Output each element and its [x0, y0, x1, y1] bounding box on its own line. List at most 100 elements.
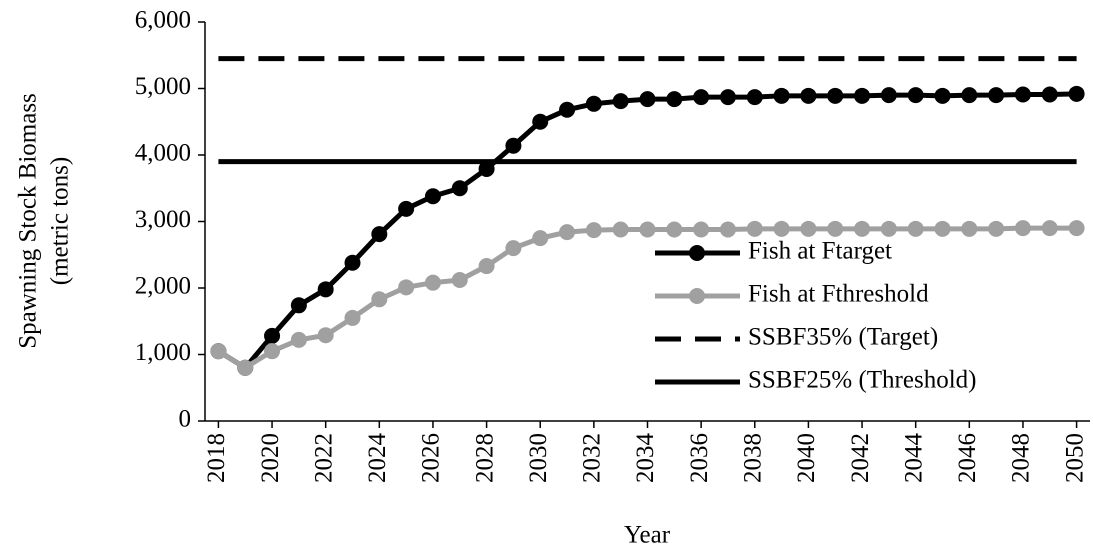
data-point: [612, 93, 629, 110]
data-point: [1041, 86, 1058, 103]
data-point: [532, 113, 549, 130]
data-point: [693, 89, 710, 106]
data-point: [800, 220, 817, 237]
data-point: [746, 89, 763, 106]
data-point: [693, 221, 710, 238]
data-point: [505, 137, 522, 154]
data-point: [773, 87, 790, 104]
x-tick-label: 2038: [740, 433, 767, 483]
data-point: [559, 224, 576, 241]
data-point: [398, 200, 415, 217]
data-point: [424, 274, 441, 291]
data-point: [800, 87, 817, 104]
x-tick-label: 2018: [203, 433, 230, 483]
x-tick-label: 2036: [686, 433, 713, 483]
y-tick-label: 2,000: [135, 273, 191, 300]
data-point: [559, 101, 576, 118]
data-point: [264, 327, 281, 344]
data-point: [451, 180, 468, 197]
legend-label: SSBF35% (Target): [748, 324, 938, 351]
data-point: [290, 297, 307, 314]
y-tick-label: 6,000: [135, 7, 191, 34]
data-point: [398, 279, 415, 296]
data-point: [371, 226, 388, 243]
data-point: [719, 221, 736, 238]
legend-marker: [689, 245, 705, 261]
x-tick-label: 2032: [579, 433, 606, 483]
data-point: [961, 220, 978, 237]
data-point: [773, 220, 790, 237]
data-point: [585, 222, 602, 239]
data-point: [371, 291, 388, 308]
y-tick-label: 5,000: [135, 73, 191, 100]
data-point: [612, 221, 629, 238]
data-point: [666, 221, 683, 238]
x-tick-label: 2024: [364, 433, 391, 484]
series-line: [217, 225, 1077, 371]
data-point: [880, 220, 897, 237]
x-tick-label: 2046: [954, 433, 981, 483]
y-axis-title: Spawning Stock Biomass: [15, 93, 42, 349]
data-point: [478, 258, 495, 275]
data-point: [746, 220, 763, 237]
data-point: [907, 220, 924, 237]
data-point: [880, 87, 897, 104]
data-point: [907, 87, 924, 104]
data-point: [1068, 85, 1085, 102]
x-axis-title: Year: [624, 522, 671, 549]
data-point: [210, 343, 227, 360]
x-tick-label: 2042: [847, 433, 874, 483]
x-tick-label: 2044: [900, 433, 927, 484]
data-point: [639, 221, 656, 238]
data-point: [934, 87, 951, 104]
x-tick-label: 2048: [1008, 433, 1035, 483]
data-point: [1041, 220, 1058, 237]
y-tick-label: 4,000: [135, 140, 191, 167]
data-point: [1014, 86, 1031, 103]
data-point: [666, 91, 683, 108]
data-point: [719, 89, 736, 106]
data-point: [934, 220, 951, 237]
x-tick-label: 2050: [1061, 433, 1088, 483]
data-point: [344, 254, 361, 271]
x-tick-label: 2034: [632, 433, 659, 484]
data-point: [237, 359, 254, 376]
data-point: [264, 343, 281, 360]
data-point: [988, 220, 1005, 237]
data-point: [854, 87, 871, 104]
data-point: [505, 240, 522, 257]
y-tick-label: 0: [179, 406, 192, 433]
x-tick-label: 2030: [525, 433, 552, 483]
data-point: [290, 331, 307, 348]
x-tick-label: 2026: [418, 433, 445, 483]
x-tick-label: 2020: [257, 433, 284, 483]
data-point: [585, 95, 602, 112]
legend-label: SSBF25% (Threshold): [748, 367, 976, 394]
x-tick-label: 2028: [471, 433, 498, 483]
data-point: [532, 230, 549, 247]
data-point: [639, 91, 656, 108]
x-tick-label: 2022: [310, 433, 337, 483]
data-point: [344, 309, 361, 326]
y-tick-label: 3,000: [135, 206, 191, 233]
data-point: [317, 281, 334, 298]
data-point: [827, 220, 844, 237]
data-point: [827, 87, 844, 104]
data-point: [1068, 220, 1085, 237]
data-point: [424, 188, 441, 205]
data-point: [1014, 220, 1031, 237]
data-point: [988, 87, 1005, 104]
legend-label: Fish at Ftarget: [748, 238, 892, 265]
data-point: [317, 327, 334, 344]
y-tick-label: 1,000: [135, 339, 191, 366]
data-point: [478, 160, 495, 177]
x-tick-label: 2040: [793, 433, 820, 483]
data-point: [961, 87, 978, 104]
data-point: [451, 272, 468, 289]
data-point: [854, 220, 871, 237]
legend-marker: [689, 288, 705, 304]
y-axis-title: (metric tons): [47, 157, 74, 285]
legend-label: Fish at Fthreshold: [748, 281, 929, 308]
